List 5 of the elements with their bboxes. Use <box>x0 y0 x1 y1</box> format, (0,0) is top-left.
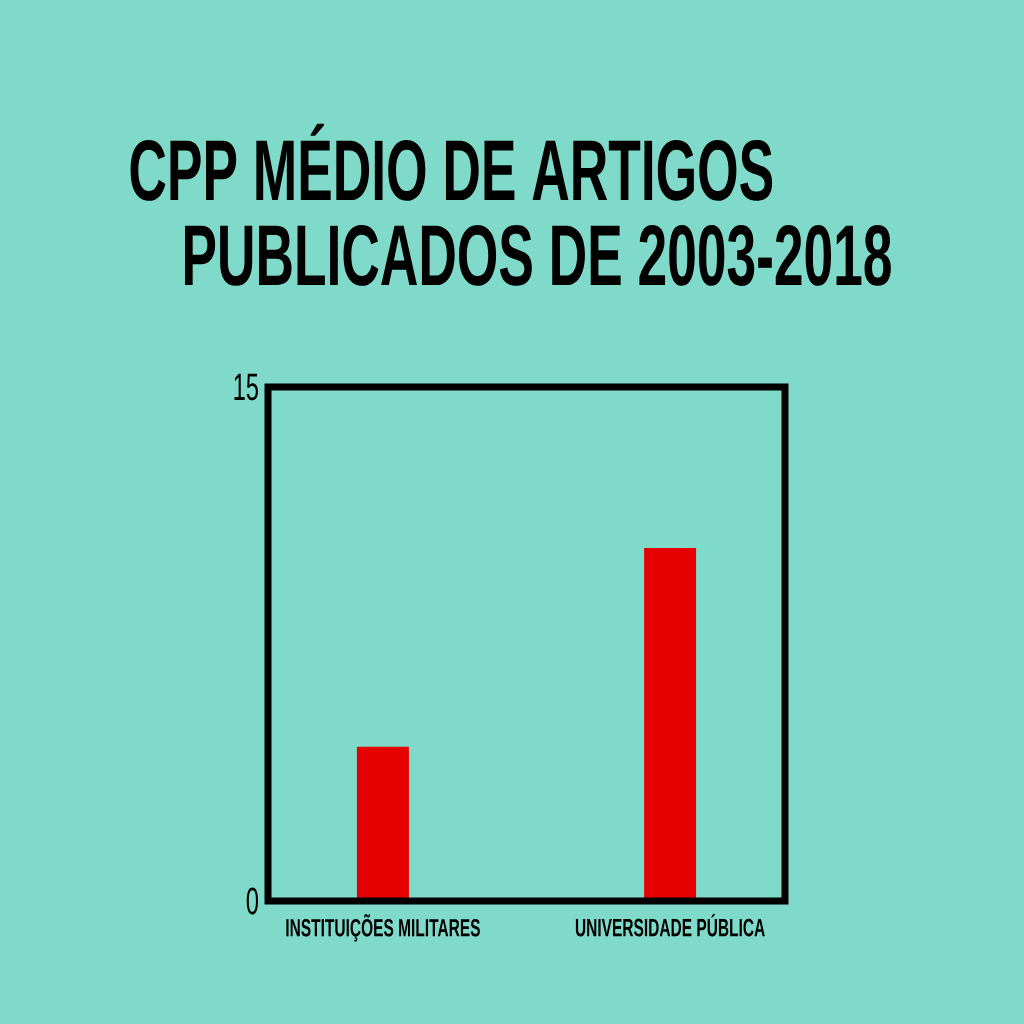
chart-title: CPP MÉDIO DE ARTIGOS PUBLICADOS DE 2003-2018 <box>130 123 891 286</box>
x-tick-label: UNIVERSIDADE PÚBLICA <box>575 914 765 937</box>
y-tick-label: 0 <box>246 887 258 915</box>
y-tick-label: 15 <box>234 373 258 401</box>
x-tick-label: INSTITUIÇÕES MILITARES <box>286 914 480 942</box>
